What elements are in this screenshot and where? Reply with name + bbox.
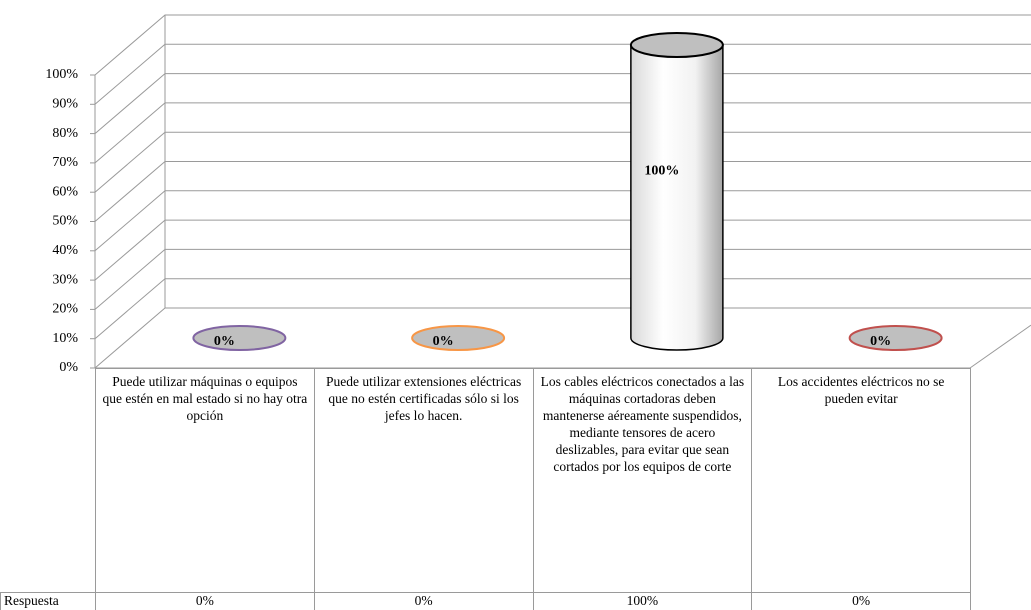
y-tick-label: 50% <box>52 214 78 229</box>
value-cell: 0% <box>95 592 315 610</box>
grid-line <box>94 131 1031 193</box>
y-tick-label: 0% <box>59 360 78 375</box>
data-label: 0% <box>214 334 235 349</box>
value-cell: 0% <box>751 592 971 610</box>
y-tick-label: 100% <box>45 67 78 82</box>
y-tick-label: 10% <box>52 331 78 346</box>
grid-line <box>94 219 1031 281</box>
value-cell: 100% <box>532 592 753 610</box>
y-tick-label: 60% <box>52 184 78 199</box>
grid-line <box>94 161 1031 222</box>
cylinder-top <box>411 325 506 351</box>
grid-line <box>94 102 1031 164</box>
series-name-cell: Respuesta <box>0 592 96 610</box>
grid-line <box>94 278 1031 340</box>
y-tick-label: 20% <box>52 302 78 317</box>
cylinder-top <box>848 325 943 351</box>
grid-line <box>94 43 1031 105</box>
category-cell: Los cables eléctricos conectados a las m… <box>532 368 753 593</box>
data-label: 0% <box>870 334 891 349</box>
value-cell: 0% <box>313 592 534 610</box>
grid-line <box>94 307 1031 369</box>
cylinder-body <box>630 44 724 351</box>
grid-line <box>94 248 1031 310</box>
grid-line <box>94 73 1031 134</box>
grid-line <box>94 14 1031 76</box>
y-tick-label: 40% <box>52 243 78 258</box>
category-cell: Los accidentes eléctricos no se pueden e… <box>751 368 971 593</box>
data-label: 0% <box>433 334 454 349</box>
y-tick-label: 80% <box>52 126 78 141</box>
category-cell: Puede utilizar extensiones eléctricas qu… <box>313 368 534 593</box>
data-label: 100% <box>644 164 679 179</box>
cylinder-top <box>629 32 724 58</box>
cylinder-top <box>192 325 287 351</box>
category-cell: Puede utilizar máquinas o equipos que es… <box>95 368 315 593</box>
y-tick-label: 70% <box>52 155 78 170</box>
y-tick-label: 30% <box>52 272 78 287</box>
floor-right-edge <box>969 324 1031 369</box>
grid-line <box>94 190 1031 252</box>
y-tick-label: 90% <box>52 97 78 112</box>
